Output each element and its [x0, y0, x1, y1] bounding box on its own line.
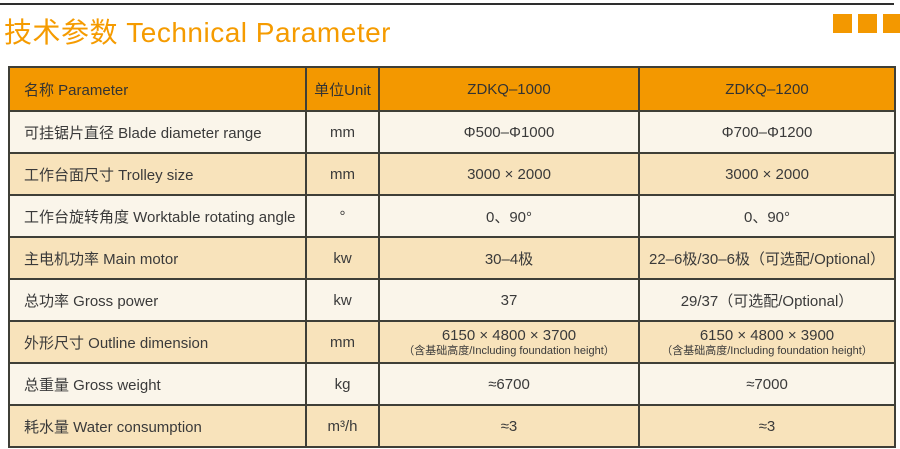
param-name: 工作台面尺寸 Trolley size: [8, 152, 307, 196]
dimension-note: （含基础高度/Including foundation height）: [661, 345, 873, 357]
param-unit: mm: [305, 320, 380, 364]
page-title: 技术参数 Technical Parameter: [4, 17, 392, 48]
top-rule-line: [0, 3, 894, 5]
table-row: 外形尺寸 Outline dimension mm 6150 × 4800 × …: [8, 320, 896, 364]
value-zdkq1200: 3000 × 2000: [638, 152, 896, 196]
value-zdkq1200: 6150 × 4800 × 3900 （含基础高度/Including foun…: [638, 320, 896, 364]
accent-squares: [833, 14, 900, 33]
value-zdkq1000: ≈6700: [378, 362, 640, 406]
param-unit: °: [305, 194, 380, 238]
param-unit: mm: [305, 110, 380, 154]
value-zdkq1200: 29/37（可选配/Optional）: [638, 278, 896, 322]
technical-parameter-table: 名称 Parameter 单位Unit ZDKQ–1000 ZDKQ–1200 …: [8, 66, 896, 448]
value-zdkq1000: ≈3: [378, 404, 640, 448]
accent-square-icon: [883, 14, 900, 33]
header-parameter: 名称 Parameter: [8, 66, 307, 112]
value-zdkq1200: 0、90°: [638, 194, 896, 238]
param-unit: kw: [305, 236, 380, 280]
value-zdkq1000: 3000 × 2000: [378, 152, 640, 196]
value-zdkq1000: 30–4极: [378, 236, 640, 280]
value-zdkq1200: ≈7000: [638, 362, 896, 406]
param-name: 可挂锯片直径 Blade diameter range: [8, 110, 307, 154]
param-name: 外形尺寸 Outline dimension: [8, 320, 307, 364]
param-unit: m³/h: [305, 404, 380, 448]
value-zdkq1000: 6150 × 4800 × 3700 （含基础高度/Including foun…: [378, 320, 640, 364]
dimension-value: 6150 × 4800 × 3700: [441, 327, 577, 344]
value-zdkq1000: 37: [378, 278, 640, 322]
dimension-note: （含基础高度/Including foundation height）: [403, 345, 615, 357]
value-zdkq1000: 0、90°: [378, 194, 640, 238]
accent-square-icon: [858, 14, 877, 33]
table-row: 主电机功率 Main motor kw 30–4极 22–6极/30–6极（可选…: [8, 236, 896, 280]
param-name: 主电机功率 Main motor: [8, 236, 307, 280]
param-unit: mm: [305, 152, 380, 196]
value-zdkq1200: 22–6极/30–6极（可选配/Optional）: [638, 236, 896, 280]
header-model-zdkq1200: ZDKQ–1200: [638, 66, 896, 112]
value-zdkq1200: ≈3: [638, 404, 896, 448]
table-row: 工作台面尺寸 Trolley size mm 3000 × 2000 3000 …: [8, 152, 896, 196]
header-model-zdkq1000: ZDKQ–1000: [378, 66, 640, 112]
header-unit: 单位Unit: [305, 66, 380, 112]
value-zdkq1200: Φ700–Φ1200: [638, 110, 896, 154]
param-unit: kw: [305, 278, 380, 322]
table-header-row: 名称 Parameter 单位Unit ZDKQ–1000 ZDKQ–1200: [8, 66, 896, 112]
table-row: 工作台旋转角度 Worktable rotating angle ° 0、90°…: [8, 194, 896, 238]
table-row: 总重量 Gross weight kg ≈6700 ≈7000: [8, 362, 896, 406]
table-row: 耗水量 Water consumption m³/h ≈3 ≈3: [8, 404, 896, 448]
param-name: 总重量 Gross weight: [8, 362, 307, 406]
value-zdkq1000: Φ500–Φ1000: [378, 110, 640, 154]
param-name: 耗水量 Water consumption: [8, 404, 307, 448]
param-unit: kg: [305, 362, 380, 406]
dimension-value: 6150 × 4800 × 3900: [699, 327, 835, 344]
param-name: 工作台旋转角度 Worktable rotating angle: [8, 194, 307, 238]
table-row: 总功率 Gross power kw 37 29/37（可选配/Optional…: [8, 278, 896, 322]
param-name: 总功率 Gross power: [8, 278, 307, 322]
accent-square-icon: [833, 14, 852, 33]
table-row: 可挂锯片直径 Blade diameter range mm Φ500–Φ100…: [8, 110, 896, 154]
